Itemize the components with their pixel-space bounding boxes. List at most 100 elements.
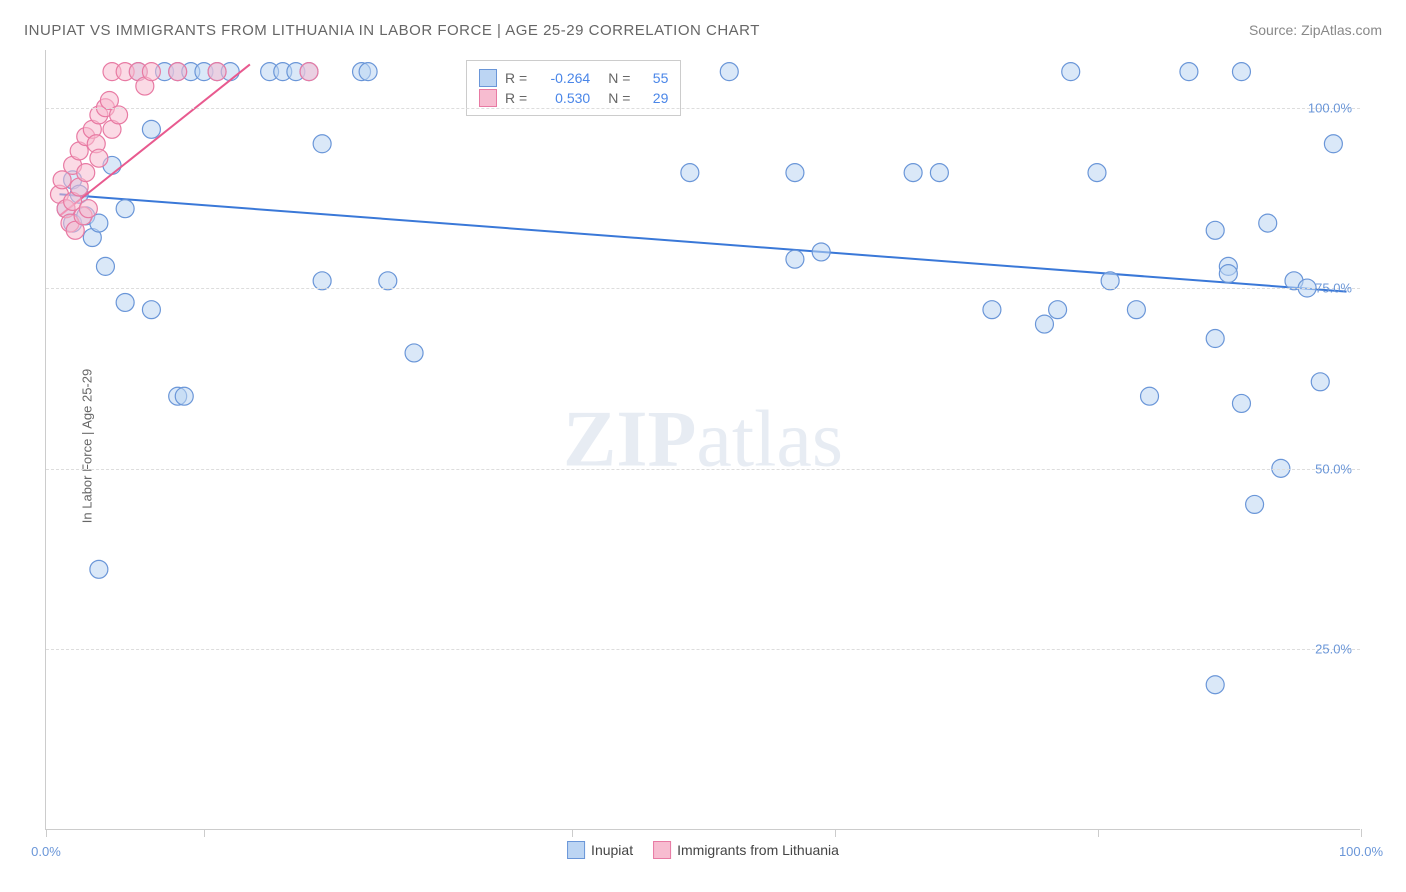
data-point xyxy=(904,164,922,182)
x-tick-label: 100.0% xyxy=(1339,844,1383,859)
data-point xyxy=(175,387,193,405)
data-point xyxy=(64,171,82,189)
data-point xyxy=(195,63,213,81)
legend-item: Immigrants from Lithuania xyxy=(653,841,839,859)
data-point xyxy=(208,63,226,81)
data-point xyxy=(57,200,75,218)
data-point xyxy=(1311,373,1329,391)
data-point xyxy=(1049,301,1067,319)
data-point xyxy=(70,178,88,196)
data-point xyxy=(77,207,95,225)
data-point xyxy=(103,63,121,81)
data-point xyxy=(287,63,305,81)
data-point xyxy=(1127,301,1145,319)
legend-item: Inupiat xyxy=(567,841,633,859)
data-point xyxy=(50,185,68,203)
data-point xyxy=(90,560,108,578)
data-point xyxy=(1206,330,1224,348)
data-point xyxy=(90,214,108,232)
data-point xyxy=(720,63,738,81)
y-tick-label: 25.0% xyxy=(1315,642,1352,657)
data-point xyxy=(1035,315,1053,333)
stats-row: R = 0.530 N = 29 xyxy=(479,89,668,107)
data-point xyxy=(1219,265,1237,283)
x-tick-label: 0.0% xyxy=(31,844,61,859)
data-point xyxy=(930,164,948,182)
bottom-legend: Inupiat Immigrants from Lithuania xyxy=(567,841,839,859)
data-point xyxy=(64,156,82,174)
data-point xyxy=(136,77,154,95)
data-point xyxy=(1206,221,1224,239)
stat-n-label: N = xyxy=(608,90,630,106)
data-point xyxy=(313,272,331,290)
stat-r-value: 0.530 xyxy=(535,90,590,106)
data-point xyxy=(83,120,101,138)
data-point xyxy=(169,63,187,81)
data-point xyxy=(300,63,318,81)
data-point xyxy=(1180,63,1198,81)
trend-line xyxy=(59,64,249,215)
data-point xyxy=(353,63,371,81)
gridline xyxy=(46,108,1360,109)
data-point xyxy=(64,192,82,210)
data-point xyxy=(142,120,160,138)
data-point xyxy=(300,63,318,81)
data-point xyxy=(1232,394,1250,412)
data-point xyxy=(169,63,187,81)
data-point xyxy=(70,142,88,160)
legend-swatch xyxy=(567,841,585,859)
data-point xyxy=(90,149,108,167)
data-point xyxy=(1062,63,1080,81)
data-point xyxy=(681,164,699,182)
stat-r-label: R = xyxy=(505,70,527,86)
data-point xyxy=(1324,135,1342,153)
stat-n-label: N = xyxy=(608,70,630,86)
data-point xyxy=(1088,164,1106,182)
trend-line xyxy=(59,194,1346,291)
data-point xyxy=(1141,387,1159,405)
data-point xyxy=(786,250,804,268)
data-point xyxy=(1285,272,1303,290)
data-point xyxy=(66,221,84,239)
data-point xyxy=(64,214,82,232)
data-point xyxy=(1219,257,1237,275)
data-point xyxy=(116,63,134,81)
data-point xyxy=(169,387,187,405)
stat-r-label: R = xyxy=(505,90,527,106)
x-tick xyxy=(204,829,205,837)
data-point xyxy=(57,200,75,218)
legend-swatch xyxy=(479,89,497,107)
data-point xyxy=(74,207,92,225)
y-tick-label: 75.0% xyxy=(1315,281,1352,296)
data-point xyxy=(261,63,279,81)
y-tick-label: 50.0% xyxy=(1315,461,1352,476)
gridline xyxy=(46,649,1360,650)
stat-n-value: 29 xyxy=(638,90,668,106)
data-point xyxy=(405,344,423,362)
data-point xyxy=(129,63,147,81)
x-tick xyxy=(572,829,573,837)
data-point xyxy=(103,156,121,174)
data-point xyxy=(786,164,804,182)
x-tick xyxy=(835,829,836,837)
stat-r-value: -0.264 xyxy=(535,70,590,86)
data-point xyxy=(53,171,71,189)
chart-title: INUPIAT VS IMMIGRANTS FROM LITHUANIA IN … xyxy=(24,22,760,39)
data-point xyxy=(87,135,105,153)
data-point xyxy=(70,185,88,203)
x-tick xyxy=(1098,829,1099,837)
data-point xyxy=(812,243,830,261)
x-tick xyxy=(46,829,47,837)
data-point xyxy=(103,120,121,138)
data-point xyxy=(983,301,1001,319)
data-point xyxy=(77,164,95,182)
chart-svg xyxy=(46,50,1360,829)
data-point xyxy=(142,301,160,319)
data-point xyxy=(379,272,397,290)
data-point xyxy=(1259,214,1277,232)
data-point xyxy=(156,63,174,81)
gridline xyxy=(46,288,1360,289)
data-point xyxy=(221,63,239,81)
legend-label: Immigrants from Lithuania xyxy=(677,842,839,858)
data-point xyxy=(83,229,101,247)
